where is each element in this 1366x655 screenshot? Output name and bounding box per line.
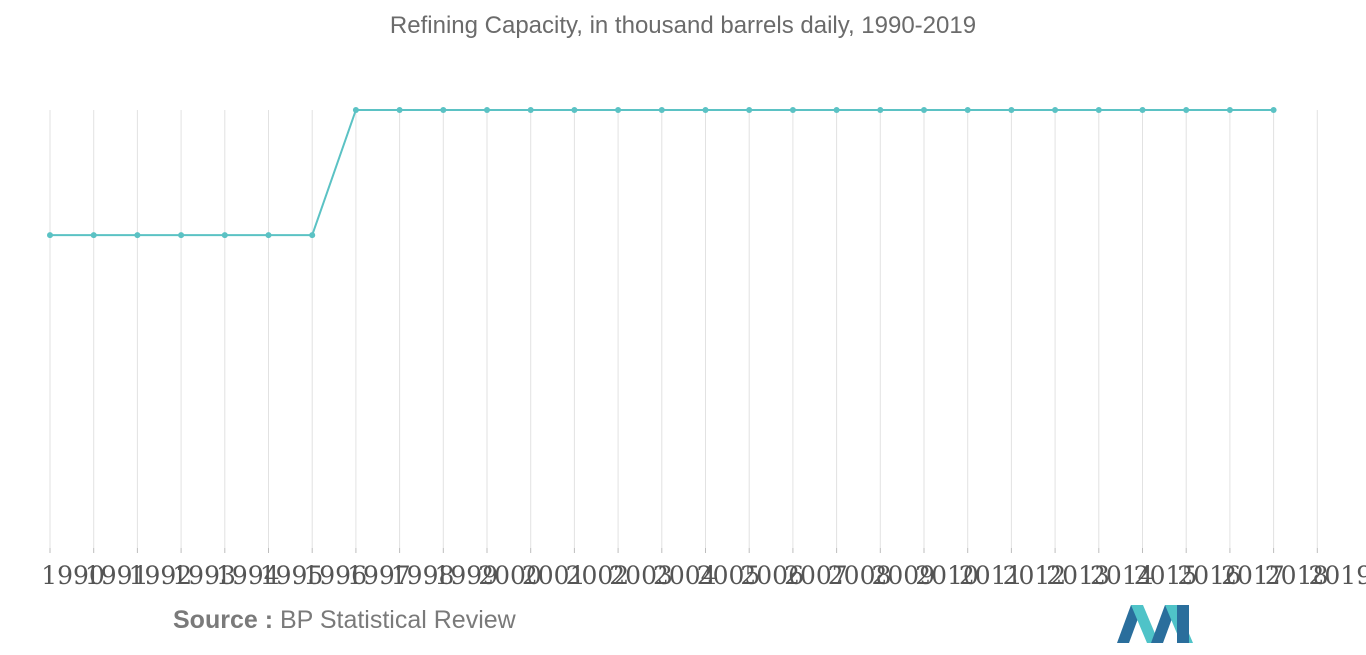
data-point-2005[interactable] [702, 106, 709, 113]
data-point-2006[interactable] [746, 106, 753, 113]
x-tick-label-1998: 1998 [391, 561, 455, 590]
grid-lines [49, 110, 1318, 553]
x-tick-label-2013: 2013 [1046, 561, 1110, 590]
data-point-2016[interactable] [1183, 106, 1190, 113]
data-point-2015[interactable] [1139, 106, 1146, 113]
x-tick-label-2015: 2015 [1134, 561, 1198, 590]
data-point-2004[interactable] [658, 106, 665, 113]
x-tick-label-2011: 2011 [959, 561, 1023, 590]
x-tick-label-2001: 2001 [522, 561, 586, 590]
data-point-1991[interactable] [90, 232, 97, 239]
data-point-2003[interactable] [615, 106, 622, 113]
x-axis-tick-labels: 1990199119921993199419951996199719981999… [41, 561, 1366, 590]
data-point-2018[interactable] [1270, 106, 1277, 113]
data-point-1994[interactable] [221, 232, 228, 239]
source-text: BP Statistical Review [279, 606, 516, 634]
x-tick-label-1995: 1995 [260, 561, 324, 590]
x-tick-label-2014: 2014 [1090, 561, 1154, 590]
x-tick-label-2006: 2006 [740, 561, 804, 590]
data-point-2011[interactable] [964, 106, 971, 113]
data-point-1996[interactable] [309, 232, 316, 239]
data-point-1995[interactable] [265, 232, 272, 239]
source-note: Source : BP Statistical Review [173, 606, 516, 635]
data-point-2009[interactable] [877, 106, 884, 113]
data-point-2008[interactable] [833, 106, 840, 113]
data-point-2012[interactable] [1008, 106, 1015, 113]
x-tick-label-2018: 2018 [1265, 561, 1329, 590]
x-tick-label-2002: 2002 [566, 561, 630, 590]
data-point-1998[interactable] [396, 106, 403, 113]
data-point-1993[interactable] [178, 232, 185, 239]
data-point-2010[interactable] [921, 106, 927, 113]
data-point-1992[interactable] [134, 232, 141, 239]
x-tick-label-1990: 1990 [41, 561, 105, 590]
x-tick-label-2004: 2004 [653, 561, 717, 590]
data-point-2002[interactable] [571, 106, 578, 113]
data-point-2014[interactable] [1095, 106, 1102, 113]
data-point-2013[interactable] [1052, 106, 1059, 113]
x-tick-label-2000: 2000 [478, 561, 542, 590]
x-tick-label-2009: 2009 [871, 561, 935, 590]
x-tick-label-1993: 1993 [172, 561, 236, 590]
x-tick-label-1994: 1994 [216, 561, 280, 590]
brand-logo-icon [1117, 605, 1193, 643]
data-point-1997[interactable] [352, 106, 359, 113]
x-tick-label-2016: 2016 [1177, 561, 1241, 590]
data-points [47, 106, 1277, 239]
x-tick-label-1997: 1997 [347, 561, 411, 590]
x-tick-label-2012: 2012 [1003, 561, 1067, 590]
data-point-1999[interactable] [440, 106, 447, 113]
x-tick-label-2010: 2010 [915, 561, 979, 590]
chart-title: Refining Capacity, in thousand barrels d… [389, 12, 977, 39]
x-tick-label-2008: 2008 [828, 561, 892, 590]
x-tick-label-1992: 1992 [129, 561, 193, 590]
line-chart: 1990199119921993199419951996199719981999… [41, 106, 1366, 590]
x-tick-label-1991: 1991 [85, 561, 149, 590]
x-tick-label-1996: 1996 [303, 561, 367, 590]
x-tick-label-2017: 2017 [1221, 561, 1285, 590]
x-tick-label-2005: 2005 [697, 561, 761, 590]
x-tick-label-2019: 2019 [1308, 561, 1366, 590]
data-point-2000[interactable] [484, 106, 490, 113]
x-tick-label-1999: 1999 [434, 561, 498, 590]
x-tick-label-2007: 2007 [784, 561, 848, 590]
x-tick-label-2003: 2003 [609, 561, 673, 590]
data-point-2001[interactable] [527, 106, 534, 113]
data-point-1990[interactable] [47, 232, 53, 239]
source-label: Source : [173, 606, 274, 634]
data-point-2007[interactable] [789, 106, 796, 113]
data-point-2017[interactable] [1226, 106, 1233, 113]
